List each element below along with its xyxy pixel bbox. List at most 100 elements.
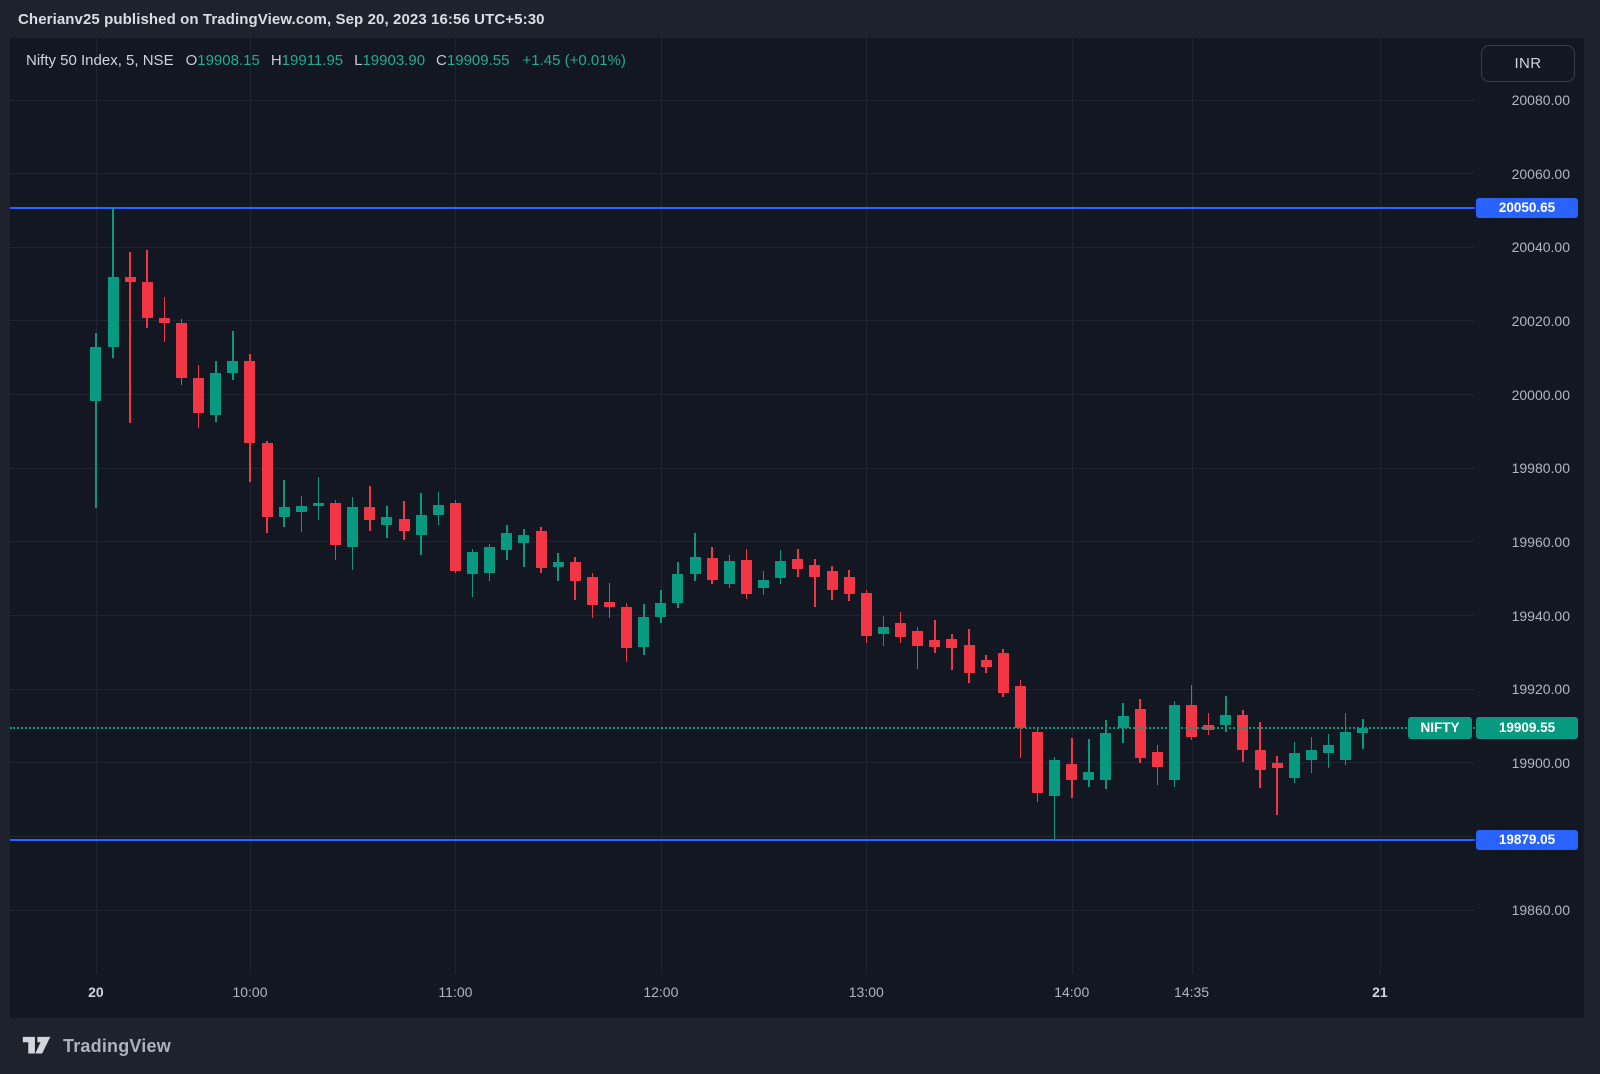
candle[interactable]: [895, 622, 907, 638]
candle[interactable]: [449, 503, 461, 571]
candle[interactable]: [809, 565, 821, 577]
candle[interactable]: [843, 577, 855, 594]
candle[interactable]: [535, 531, 547, 569]
candle[interactable]: [1066, 764, 1078, 780]
candle[interactable]: [1288, 753, 1300, 779]
price-gridline: [10, 836, 1475, 838]
candle[interactable]: [1049, 759, 1061, 797]
tradingview-logo-icon[interactable]: [22, 1035, 52, 1057]
candle[interactable]: [912, 631, 924, 647]
candle[interactable]: [655, 603, 667, 617]
candle[interactable]: [672, 573, 684, 604]
candle-wick: [523, 529, 525, 567]
candle[interactable]: [484, 547, 496, 573]
candle[interactable]: [1254, 750, 1266, 771]
time-gridline: [1379, 38, 1381, 974]
candle[interactable]: [518, 534, 530, 544]
candle[interactable]: [826, 571, 838, 591]
candle[interactable]: [1323, 744, 1335, 754]
last-price-label[interactable]: 19909.55: [1476, 716, 1578, 739]
candle[interactable]: [758, 579, 770, 589]
candle[interactable]: [278, 506, 290, 517]
candle[interactable]: [877, 627, 889, 635]
candle[interactable]: [1340, 731, 1352, 760]
candle[interactable]: [586, 576, 598, 605]
currency-button[interactable]: INR: [1481, 45, 1575, 82]
candle[interactable]: [689, 556, 701, 574]
candle[interactable]: [398, 518, 410, 531]
candle[interactable]: [261, 442, 273, 517]
candle[interactable]: [740, 560, 752, 594]
candle[interactable]: [1220, 715, 1232, 725]
time-axis-label: 20: [88, 984, 104, 1000]
candle[interactable]: [1134, 709, 1146, 759]
candle[interactable]: [1100, 733, 1112, 780]
candle[interactable]: [210, 372, 222, 415]
price-axis-label: 19920.00: [1511, 681, 1570, 698]
candle[interactable]: [501, 533, 513, 551]
horizontal-level-line[interactable]: [10, 207, 1475, 210]
candle[interactable]: [312, 503, 324, 507]
candle[interactable]: [1014, 685, 1026, 729]
candle[interactable]: [1186, 704, 1198, 737]
chart-plot-area[interactable]: 20080.00 20060.00 20040.00 20020.00 20000.00…: [10, 38, 1584, 1018]
candle[interactable]: [364, 506, 376, 520]
price-gridline: [10, 615, 1475, 617]
candle[interactable]: [604, 601, 615, 607]
candle[interactable]: [552, 562, 564, 567]
candle[interactable]: [330, 503, 342, 545]
footer-brand-text[interactable]: TradingView: [63, 1035, 171, 1056]
candle[interactable]: [193, 378, 205, 414]
level-price-label[interactable]: 19879.05: [1476, 830, 1578, 851]
candle[interactable]: [775, 561, 787, 579]
candle[interactable]: [1357, 727, 1369, 733]
candle[interactable]: [1032, 731, 1043, 794]
candle[interactable]: [706, 558, 718, 581]
candle[interactable]: [158, 318, 170, 324]
candle[interactable]: [1237, 715, 1249, 751]
candle[interactable]: [1271, 763, 1283, 769]
candle[interactable]: [963, 645, 975, 673]
candle[interactable]: [467, 551, 479, 574]
candle[interactable]: [176, 323, 187, 379]
price-axis-label: 19960.00: [1511, 533, 1570, 550]
candle[interactable]: [1305, 750, 1317, 760]
candle[interactable]: [792, 559, 804, 570]
candle[interactable]: [980, 660, 992, 667]
candle[interactable]: [295, 506, 307, 513]
candle-wick: [814, 558, 816, 607]
chart-pane[interactable]: 20080.00 20060.00 20040.00 20020.00 20000.00…: [10, 38, 1584, 1018]
candle[interactable]: [347, 506, 359, 548]
legend-ohlc-letter: O: [185, 52, 198, 69]
horizontal-level-line[interactable]: [10, 839, 1475, 842]
candle[interactable]: [569, 562, 581, 582]
candle[interactable]: [929, 640, 941, 647]
legend-ohlc-value: 19909.55: [446, 52, 510, 69]
candle[interactable]: [415, 515, 427, 535]
candle[interactable]: [723, 561, 735, 584]
candle[interactable]: [1151, 751, 1163, 767]
candle-wick: [1276, 755, 1278, 815]
candle[interactable]: [227, 361, 239, 373]
candle[interactable]: [638, 616, 650, 647]
candle[interactable]: [1117, 715, 1129, 729]
ticker-name-label: NIFTY: [1408, 716, 1472, 739]
candle[interactable]: [141, 282, 153, 319]
candle[interactable]: [90, 347, 102, 401]
symbol-title[interactable]: Nifty 50 Index, 5, NSE: [26, 52, 174, 69]
currency-button-label: INR: [1514, 55, 1542, 72]
level-price-label[interactable]: 20050.65: [1476, 198, 1578, 219]
candle[interactable]: [946, 639, 958, 649]
candle[interactable]: [124, 277, 136, 283]
candle[interactable]: [621, 606, 633, 648]
candle[interactable]: [244, 361, 256, 443]
chart-legend[interactable]: Nifty 50 Index, 5, NSE O19908.15 H19911.95…: [26, 50, 626, 72]
candle[interactable]: [381, 516, 393, 525]
candle[interactable]: [1168, 704, 1180, 780]
candle[interactable]: [432, 505, 444, 516]
candle[interactable]: [107, 277, 119, 348]
candle[interactable]: [997, 653, 1009, 693]
candle[interactable]: [1083, 771, 1095, 780]
candle[interactable]: [860, 592, 872, 637]
candle-wick: [1207, 713, 1210, 736]
